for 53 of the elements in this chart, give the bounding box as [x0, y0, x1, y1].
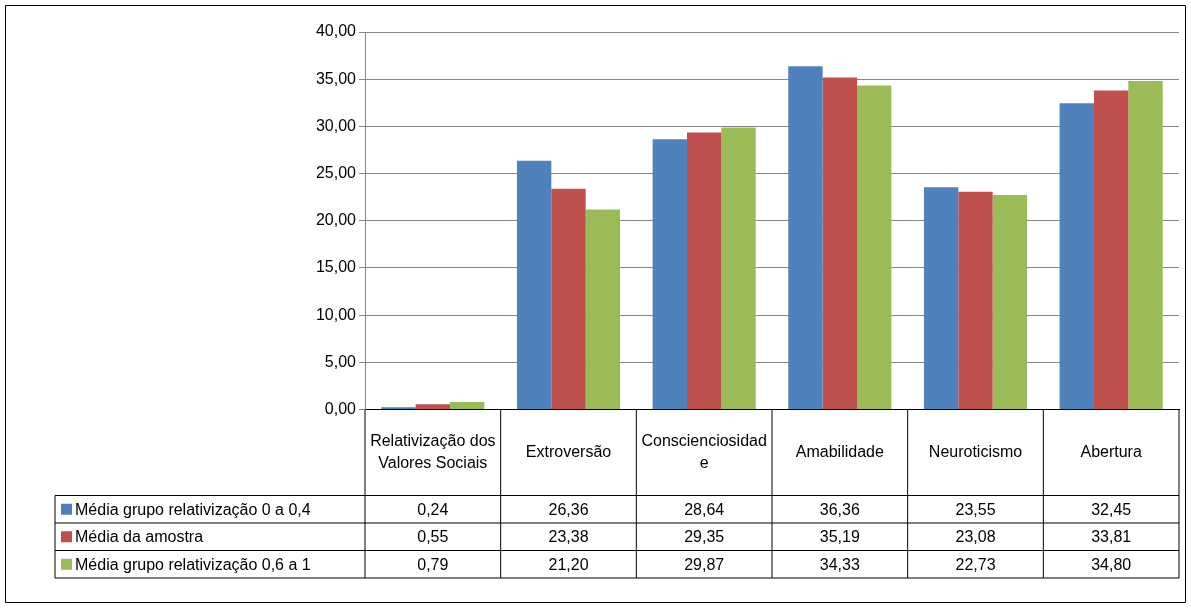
y-tick-label: 40,00 [315, 22, 357, 40]
data-label: 23,55 [955, 500, 996, 518]
y-tick-label: 10,00 [315, 305, 357, 323]
data-label: 32,45 [1091, 500, 1132, 518]
data-label: 26,36 [548, 500, 589, 518]
data-label: 29,35 [684, 528, 725, 546]
data-label: 0,79 [417, 555, 449, 573]
bar [1128, 81, 1163, 409]
x-tick-label: Relativização dos Valores Sociais [370, 431, 496, 471]
legend-label: Média grupo relativização 0,6 a 1 [75, 555, 311, 573]
bar [958, 191, 993, 409]
bar [686, 132, 722, 409]
data-label: 22,73 [955, 555, 996, 573]
data-label: 21,20 [548, 555, 589, 573]
y-tick-label: 5,00 [324, 352, 357, 370]
bar [788, 66, 823, 409]
bar [551, 188, 586, 409]
legend-label: Média grupo relativização 0 a 0,4 [75, 500, 311, 518]
data-label: 29,87 [684, 555, 725, 573]
data-label: 34,80 [1091, 555, 1132, 573]
data-label: 33,81 [1091, 528, 1132, 546]
bar [857, 85, 892, 409]
x-tick-label: Amabilidade [795, 442, 884, 460]
bar [516, 160, 552, 409]
data-label: 36,36 [819, 500, 860, 518]
x-tick-label: Conscienciosidade [641, 431, 767, 471]
bar [1059, 103, 1094, 409]
x-tick-label: Extroversão [525, 442, 612, 460]
bar [822, 77, 858, 409]
data-label: 35,19 [819, 528, 860, 546]
y-tick-label: 35,00 [315, 69, 357, 87]
y-tick-label: 25,00 [315, 163, 357, 181]
y-tick-label: 20,00 [315, 211, 357, 229]
legend-label: Média da amostra [75, 528, 204, 546]
data-label: 0,24 [417, 500, 449, 518]
data-label: 28,64 [684, 500, 725, 518]
data-label: 0,55 [417, 528, 449, 546]
y-tick-label: 0,00 [324, 399, 357, 417]
data-label: 23,38 [548, 528, 589, 546]
x-tick-label: Abertura [1080, 442, 1142, 460]
data-label: 34,33 [819, 555, 860, 573]
x-tick-label: Neuroticismo [928, 442, 1023, 460]
bar [923, 187, 959, 409]
bar [721, 127, 756, 409]
bar [415, 404, 451, 409]
y-tick-label: 15,00 [315, 258, 357, 276]
bar [450, 402, 485, 409]
y-tick-label: 30,00 [315, 116, 357, 134]
bar [585, 209, 621, 409]
bar [1093, 90, 1129, 409]
bar [992, 194, 1028, 409]
bar [652, 139, 687, 409]
data-label: 23,08 [955, 528, 996, 546]
